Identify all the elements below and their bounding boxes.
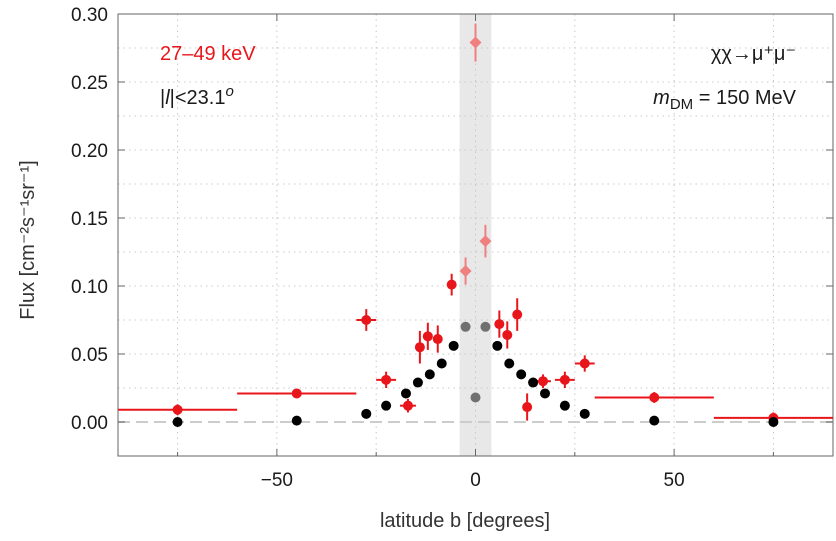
data-point <box>432 334 443 345</box>
x-tick-label: 0 <box>470 470 481 491</box>
data-point <box>512 309 523 320</box>
data-point <box>361 408 372 419</box>
data-point <box>540 388 551 399</box>
data-point <box>522 402 533 413</box>
data-point <box>446 279 457 290</box>
y-axis-label: Flux [cm⁻²s⁻¹sr⁻¹] <box>17 160 39 319</box>
data-point <box>422 331 433 342</box>
x-tick-label: 50 <box>664 470 685 491</box>
y-tick-label: 0.15 <box>71 209 108 230</box>
longitude-cut-label: |l|<23.1o <box>160 83 234 109</box>
data-point <box>470 392 481 403</box>
annotations: 27–49 keV |l|<23.1o χχ→μ⁺μ⁻ mDM = 150 Me… <box>160 43 797 113</box>
data-point <box>494 319 505 330</box>
data-point <box>538 376 549 387</box>
data-point <box>172 404 183 415</box>
y-tick-label: 0.25 <box>71 73 108 94</box>
data-point <box>291 415 302 426</box>
x-axis-label: latitude b [degrees] <box>380 510 550 532</box>
data-point <box>448 340 459 351</box>
data-point <box>402 400 413 411</box>
data-point <box>424 369 435 380</box>
data-point <box>459 265 472 278</box>
data-point <box>502 329 513 340</box>
data-point <box>649 415 660 426</box>
data-point <box>479 235 492 248</box>
y-tick-label: 0.00 <box>71 413 108 434</box>
data-point <box>381 400 392 411</box>
y-tick-label: 0.30 <box>71 5 108 26</box>
data-point <box>559 400 570 411</box>
data-point <box>412 377 423 388</box>
channel-label: χχ→μ⁺μ⁻ <box>711 43 796 65</box>
y-tick-label: 0.10 <box>71 277 108 298</box>
data-point <box>172 417 183 427</box>
data-point <box>291 388 302 399</box>
mass-label: mDM = 150 MeV <box>653 87 797 113</box>
data-point <box>361 315 372 325</box>
y-tick-label: 0.05 <box>71 345 108 366</box>
data-point <box>649 392 660 403</box>
energy-range-label: 27–49 keV <box>160 43 256 65</box>
data-point <box>559 374 570 385</box>
x-tick-label: −50 <box>261 470 293 491</box>
data-point <box>381 374 392 385</box>
data-point <box>579 408 590 419</box>
y-tick-label: 0.20 <box>71 141 108 162</box>
data-point <box>504 358 515 369</box>
data-point <box>460 321 471 332</box>
data-point <box>528 377 539 388</box>
data-point <box>768 417 779 427</box>
data-point <box>400 388 411 399</box>
data-point <box>579 358 590 369</box>
data-point <box>414 342 425 353</box>
plot-area: 0.00 0.05 0.10 0.15 0.20 0.25 0.30 −50 0 50 <box>71 5 834 491</box>
data-point <box>516 369 527 380</box>
data-point <box>492 340 503 351</box>
data-point <box>480 321 491 332</box>
data-point <box>469 36 482 49</box>
data-point <box>436 358 447 369</box>
